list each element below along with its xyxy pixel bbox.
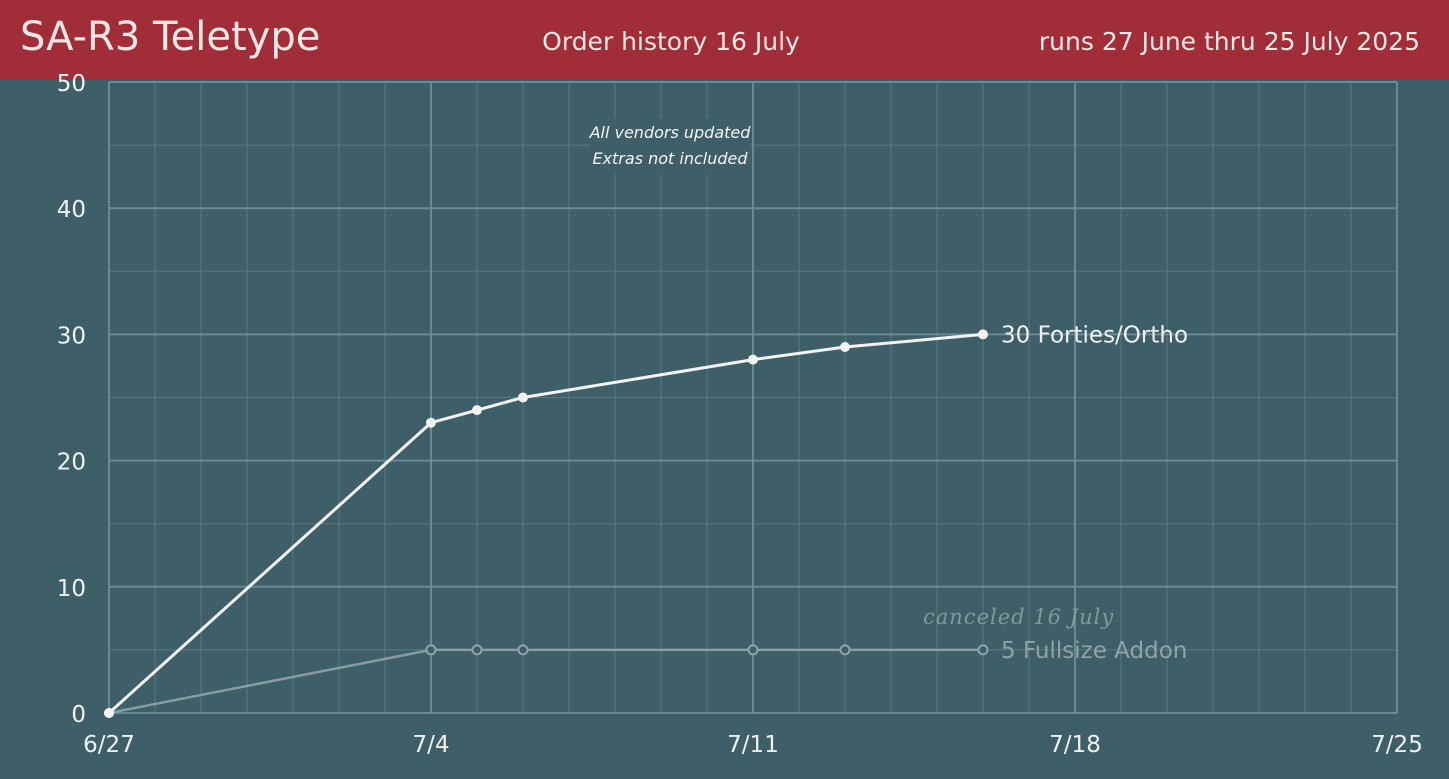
series-canceled: 5 Fullsize Addon canceled 16 July [104, 605, 1187, 718]
y-tick-label: 30 [57, 323, 86, 349]
data-point [104, 708, 114, 718]
canceled-note: canceled 16 July [923, 605, 1114, 629]
data-point [471, 644, 483, 656]
chart-subtitle: Order history 16 July [542, 27, 800, 56]
data-point [748, 354, 758, 365]
chart-annotation: Extras not included [592, 149, 748, 168]
series-active: 30 Forties/Ortho [104, 322, 1188, 718]
annotation-box [590, 118, 750, 174]
data-point [839, 644, 851, 656]
x-tick-label: 7/4 [412, 732, 449, 758]
x-tick-label: 7/18 [1049, 732, 1101, 758]
date-range-label: runs 27 June thru 25 July 2025 [1038, 27, 1420, 56]
x-tick-label: 6/27 [83, 732, 135, 758]
y-tick-label: 20 [57, 450, 86, 476]
chart-annotation: All vendors updated [589, 123, 752, 142]
chart-header: SA-R3 Teletype Order history 16 July run… [0, 0, 1449, 80]
x-tick-label: 7/11 [727, 732, 779, 758]
series-label: 5 Fullsize Addon [1001, 638, 1187, 664]
data-point [472, 405, 482, 416]
data-point [977, 644, 989, 656]
chart-title: SA-R3 Teletype [20, 14, 321, 60]
data-point [518, 392, 528, 403]
y-tick-label: 0 [71, 702, 86, 728]
y-tick-label: 40 [57, 197, 86, 223]
data-point [517, 644, 529, 656]
y-tick-label: 50 [57, 71, 86, 97]
data-point [747, 644, 759, 656]
y-tick-label: 10 [57, 576, 86, 602]
series-label: 30 Forties/Ortho [1001, 322, 1188, 348]
data-point [840, 342, 850, 353]
data-point [426, 417, 436, 428]
data-point [978, 329, 988, 340]
x-tick-label: 7/25 [1371, 732, 1423, 758]
data-point [425, 644, 437, 656]
